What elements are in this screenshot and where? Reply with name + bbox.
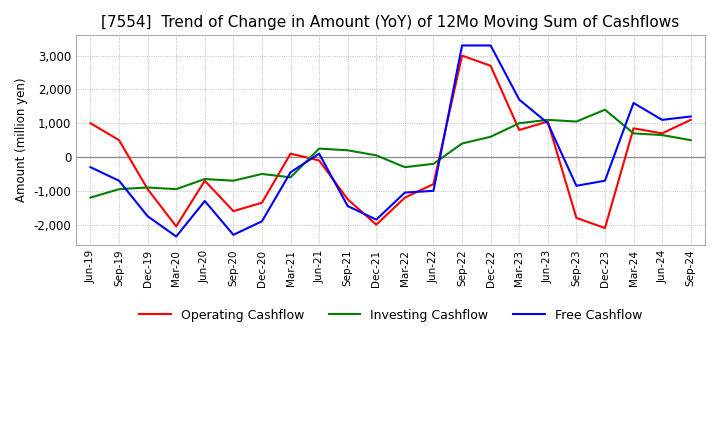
Investing Cashflow [86, 195, 95, 200]
Operating Cashflow [372, 222, 381, 227]
Operating Cashflow [86, 121, 95, 126]
Operating Cashflow [572, 215, 581, 220]
Investing Cashflow [200, 176, 209, 182]
Operating Cashflow [515, 127, 523, 132]
Investing Cashflow [429, 161, 438, 166]
Free Cashflow [258, 219, 266, 224]
Free Cashflow [200, 198, 209, 204]
Operating Cashflow [229, 209, 238, 214]
Free Cashflow [629, 100, 638, 106]
Free Cashflow [686, 114, 695, 119]
Free Cashflow [515, 97, 523, 102]
Investing Cashflow [458, 141, 467, 146]
Investing Cashflow [172, 187, 181, 192]
Operating Cashflow [143, 187, 152, 192]
Free Cashflow [172, 234, 181, 239]
Line: Free Cashflow: Free Cashflow [91, 45, 690, 237]
Line: Investing Cashflow: Investing Cashflow [91, 110, 690, 198]
Operating Cashflow [200, 178, 209, 183]
Operating Cashflow [400, 195, 409, 200]
Free Cashflow [143, 213, 152, 219]
Operating Cashflow [600, 225, 609, 231]
Free Cashflow [287, 170, 295, 175]
Free Cashflow [486, 43, 495, 48]
Free Cashflow [544, 121, 552, 126]
Investing Cashflow [486, 134, 495, 139]
Free Cashflow [600, 178, 609, 183]
Operating Cashflow [429, 181, 438, 187]
Investing Cashflow [143, 185, 152, 190]
Investing Cashflow [686, 138, 695, 143]
Operating Cashflow [486, 63, 495, 68]
Free Cashflow [429, 188, 438, 194]
Operating Cashflow [287, 151, 295, 156]
Operating Cashflow [114, 138, 123, 143]
Investing Cashflow [544, 117, 552, 122]
Title: [7554]  Trend of Change in Amount (YoY) of 12Mo Moving Sum of Cashflows: [7554] Trend of Change in Amount (YoY) o… [102, 15, 680, 30]
Investing Cashflow [572, 119, 581, 124]
Free Cashflow [229, 232, 238, 238]
Operating Cashflow [343, 197, 352, 202]
Operating Cashflow [658, 131, 667, 136]
Free Cashflow [658, 117, 667, 122]
Investing Cashflow [258, 171, 266, 176]
Investing Cashflow [629, 131, 638, 136]
Operating Cashflow [172, 224, 181, 229]
Investing Cashflow [600, 107, 609, 112]
Free Cashflow [114, 178, 123, 183]
Line: Operating Cashflow: Operating Cashflow [91, 55, 690, 228]
Investing Cashflow [372, 153, 381, 158]
Investing Cashflow [287, 175, 295, 180]
Investing Cashflow [315, 146, 323, 151]
Investing Cashflow [229, 178, 238, 183]
Free Cashflow [86, 165, 95, 170]
Operating Cashflow [629, 126, 638, 131]
Investing Cashflow [658, 132, 667, 138]
Operating Cashflow [258, 200, 266, 205]
Free Cashflow [315, 151, 323, 156]
Free Cashflow [458, 43, 467, 48]
Operating Cashflow [544, 119, 552, 124]
Operating Cashflow [458, 53, 467, 58]
Investing Cashflow [343, 148, 352, 153]
Operating Cashflow [315, 158, 323, 163]
Free Cashflow [400, 190, 409, 195]
Operating Cashflow [686, 117, 695, 122]
Legend: Operating Cashflow, Investing Cashflow, Free Cashflow: Operating Cashflow, Investing Cashflow, … [134, 304, 647, 327]
Investing Cashflow [114, 187, 123, 192]
Free Cashflow [572, 183, 581, 188]
Investing Cashflow [400, 165, 409, 170]
Investing Cashflow [515, 121, 523, 126]
Free Cashflow [372, 217, 381, 222]
Free Cashflow [343, 203, 352, 209]
Y-axis label: Amount (million yen): Amount (million yen) [15, 78, 28, 202]
